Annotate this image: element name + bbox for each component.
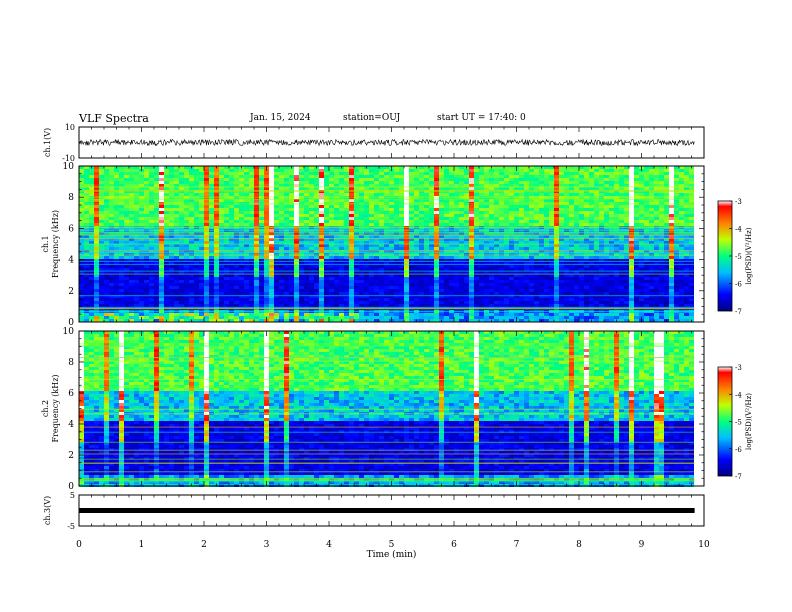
ch1-spectrogram-ytick-6: 6	[68, 224, 74, 234]
ch1-waveform-ylabel: ch.1(V)	[43, 128, 52, 157]
ch3-ytick-top: 5	[70, 491, 75, 500]
ch1-waveform-line	[78, 138, 695, 147]
ch2-spectrogram-colorbar-tick--6: -6	[735, 446, 742, 454]
xtick-8: 8	[576, 540, 582, 550]
ch1-spectrogram-colorbar-tick--4: -4	[735, 226, 742, 234]
ch1-spectrogram-ytick-0: 0	[68, 318, 74, 328]
ch2-spectrogram-ytick-8: 8	[68, 358, 74, 368]
xtick-2: 2	[201, 540, 207, 550]
date-label: Jan. 15, 2024	[250, 113, 311, 123]
ch3-ytick-bottom: -5	[67, 522, 75, 531]
ch3-waveform-ylabel: ch.3(V)	[43, 496, 52, 525]
ch2-spectrogram-ylabel-channel: ch.2	[41, 400, 50, 417]
figure-title: VLF Spectra	[79, 112, 149, 125]
ch1-spectrogram-ytick-4: 4	[68, 256, 74, 266]
ch1-spectrogram-ytick-10: 10	[63, 162, 75, 172]
ch1-ytick-bottom: -10	[62, 154, 75, 163]
ch2-spectrogram-ytick-4: 4	[68, 420, 74, 430]
xtick-0: 0	[76, 540, 82, 550]
xtick-1: 1	[139, 540, 145, 550]
start-time-label: start UT = 17:40: 0	[437, 113, 526, 123]
ch2-spectrogram-ytick-10: 10	[63, 327, 75, 337]
x-axis-label: Time (min)	[367, 549, 417, 560]
xtick-9: 9	[639, 540, 645, 550]
ch1-ytick-top: 10	[65, 123, 75, 132]
xtick-5: 5	[389, 540, 395, 550]
ch2-spectrogram-ylabel-frequency: Frequency (kHz)	[51, 374, 60, 442]
ch3-waveform-line	[79, 508, 695, 513]
ch2-spectrogram-colorbar-tick--4: -4	[735, 391, 742, 399]
ch1-spectrogram-colorbar-label: log(PSD)(V²/Hz)	[745, 227, 753, 284]
ch1-spectrogram-ylabel-channel: ch.1	[41, 235, 50, 252]
xtick-4: 4	[326, 540, 332, 550]
ch2-spectrogram-colorbar-label: log(PSD)(V²/Hz)	[745, 393, 753, 450]
spectrogram-ch2-spectrogram	[79, 331, 704, 487]
ch2-spectrogram-ytick-2: 2	[68, 451, 74, 461]
spectrogram-ch1-spectrogram	[79, 166, 704, 322]
station-label: station=OUJ	[343, 113, 401, 123]
ch2-spectrogram-colorbar-tick--3: -3	[735, 364, 742, 372]
ch1-spectrogram-ytick-8: 8	[68, 193, 74, 203]
ch1-spectrogram-ylabel-frequency: Frequency (kHz)	[51, 210, 60, 278]
ch1-spectrogram-ytick-2: 2	[68, 287, 74, 297]
ch1-spectrogram-colorbar-tick--5: -5	[735, 253, 742, 261]
ch2-spectrogram-ytick-0: 0	[68, 482, 74, 492]
xtick-7: 7	[514, 540, 520, 550]
ch2-spectrogram-colorbar-tick--7: -7	[735, 473, 742, 481]
ch2-spectrogram-ytick-6: 6	[68, 389, 74, 399]
xtick-3: 3	[264, 540, 270, 550]
ch1-spectrogram-colorbar-tick--3: -3	[735, 198, 742, 206]
ch1-spectrogram-colorbar-tick--6: -6	[735, 281, 742, 289]
xtick-10: 10	[698, 540, 710, 550]
ch2-spectrogram-colorbar-tick--5: -5	[735, 419, 742, 427]
ch1-spectrogram-colorbar-tick--7: -7	[735, 308, 742, 316]
xtick-6: 6	[451, 540, 457, 550]
